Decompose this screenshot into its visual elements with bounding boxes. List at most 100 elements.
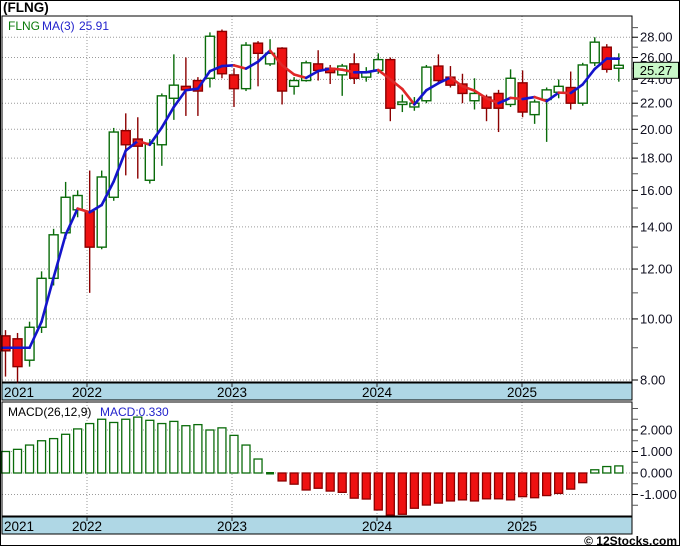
ma-line-segment <box>244 60 260 70</box>
candle-body <box>168 84 180 99</box>
candle-body <box>216 30 228 75</box>
macd-bar <box>85 422 95 474</box>
ma-line-segment <box>292 73 308 80</box>
ma-line-segment <box>364 68 380 74</box>
ma-line-segment <box>376 68 392 81</box>
ma-line-segment <box>52 233 67 279</box>
year-label: 2022 <box>72 385 102 400</box>
ma-line-segment <box>533 95 548 103</box>
macd-bar <box>229 434 239 474</box>
candle-body <box>421 66 432 102</box>
ma-line-segment <box>208 64 224 73</box>
year-label: 2023 <box>217 385 247 400</box>
macd-bar <box>181 425 191 474</box>
price-axis-label: 20.00 <box>640 122 673 137</box>
macd-bar <box>361 472 371 500</box>
macd-bar <box>385 472 395 516</box>
macd-axis-label: 2.000 <box>640 423 673 438</box>
macd-bar <box>421 472 432 506</box>
candle-body <box>0 335 11 352</box>
macd-bar <box>373 472 383 511</box>
ma-line-segment <box>304 69 320 80</box>
ma-line-segment <box>545 91 560 103</box>
ma-line-segment <box>232 64 248 70</box>
price-axis-label: 12.00 <box>640 262 673 277</box>
year-label: 2025 <box>507 385 537 400</box>
macd-bar <box>24 444 35 474</box>
chart-text-layer: (FLNG) FLNG MA(3) 25.91 MACD(26,12,9) MA… <box>3 0 677 546</box>
candle-body <box>228 74 240 90</box>
legend-symbol-label: FLNG <box>8 19 40 33</box>
macd-bar <box>541 472 552 497</box>
ma-line-segment <box>521 95 536 101</box>
year-label: 2023 <box>217 519 247 534</box>
current-price-label: 25.27 <box>640 63 673 78</box>
price-axis-label: 14.00 <box>640 219 673 234</box>
price-axis-label: 28.00 <box>640 30 673 45</box>
ma-line-segment <box>340 68 356 74</box>
candle-body <box>120 129 131 146</box>
price-axis-label: 10.00 <box>640 311 673 326</box>
macd-bar <box>133 416 143 474</box>
candle-body <box>84 210 95 248</box>
macd-bar <box>614 465 624 474</box>
year-label: 2024 <box>362 519 393 534</box>
macd-bar <box>590 469 600 474</box>
macd-bar <box>313 472 323 489</box>
candle-body <box>96 176 107 248</box>
ma-line-segment <box>389 78 404 91</box>
ma-line-segment <box>136 139 152 147</box>
ma-line-segment <box>184 87 200 92</box>
ma-line-segment <box>196 69 212 90</box>
macd-bar <box>97 418 107 474</box>
macd-bar <box>109 421 119 474</box>
candle-body <box>565 86 576 104</box>
candle-body <box>589 41 600 64</box>
macd-bar <box>73 428 83 474</box>
ma-line-segment <box>76 207 91 214</box>
macd-bar <box>554 472 564 495</box>
macd-bar <box>301 472 311 491</box>
year-label: 2021 <box>4 385 34 400</box>
ma-line-segment <box>328 67 344 71</box>
macd-bar <box>409 472 420 509</box>
candle-body <box>12 338 23 368</box>
macd-bar <box>602 465 612 474</box>
candle-body <box>385 58 396 109</box>
macd-bar <box>517 472 528 498</box>
candle-body <box>469 92 480 102</box>
macd-axis-label: 0.000 <box>640 466 673 481</box>
ma-line-segment <box>461 85 476 92</box>
candle-body <box>192 79 204 92</box>
macd-bar <box>193 423 203 474</box>
price-axis-label: 8.00 <box>640 372 665 387</box>
legend-ma-label: MA(3) <box>42 19 75 33</box>
current-price-box <box>633 61 679 79</box>
macd-bar <box>433 472 444 504</box>
ma-line-segment <box>160 105 176 129</box>
macd-bar <box>205 429 215 474</box>
macd-bar <box>397 472 407 515</box>
ma-line-segment <box>581 67 597 86</box>
ma-line-segment <box>148 126 164 147</box>
macd-bar <box>578 472 588 484</box>
candle-body <box>48 234 59 280</box>
price-axis-label: 26.00 <box>640 50 673 65</box>
ma-line-segment <box>100 180 116 207</box>
ma-line-segment <box>220 64 236 68</box>
x-axis-band <box>1 516 633 535</box>
macd-bar <box>505 472 516 501</box>
macd-bar <box>445 472 456 502</box>
candle-body <box>397 101 408 106</box>
macd-bar <box>60 433 71 474</box>
ma-line-segment <box>425 81 440 92</box>
candle-body <box>252 42 264 55</box>
x-axis-band <box>1 382 633 401</box>
macd-bar <box>157 422 167 474</box>
candle-body <box>264 52 276 65</box>
page-title: (FLNG) <box>3 0 49 15</box>
macd-panel-frame <box>1 401 633 517</box>
candle-body <box>613 64 624 69</box>
candle-body <box>108 131 119 198</box>
